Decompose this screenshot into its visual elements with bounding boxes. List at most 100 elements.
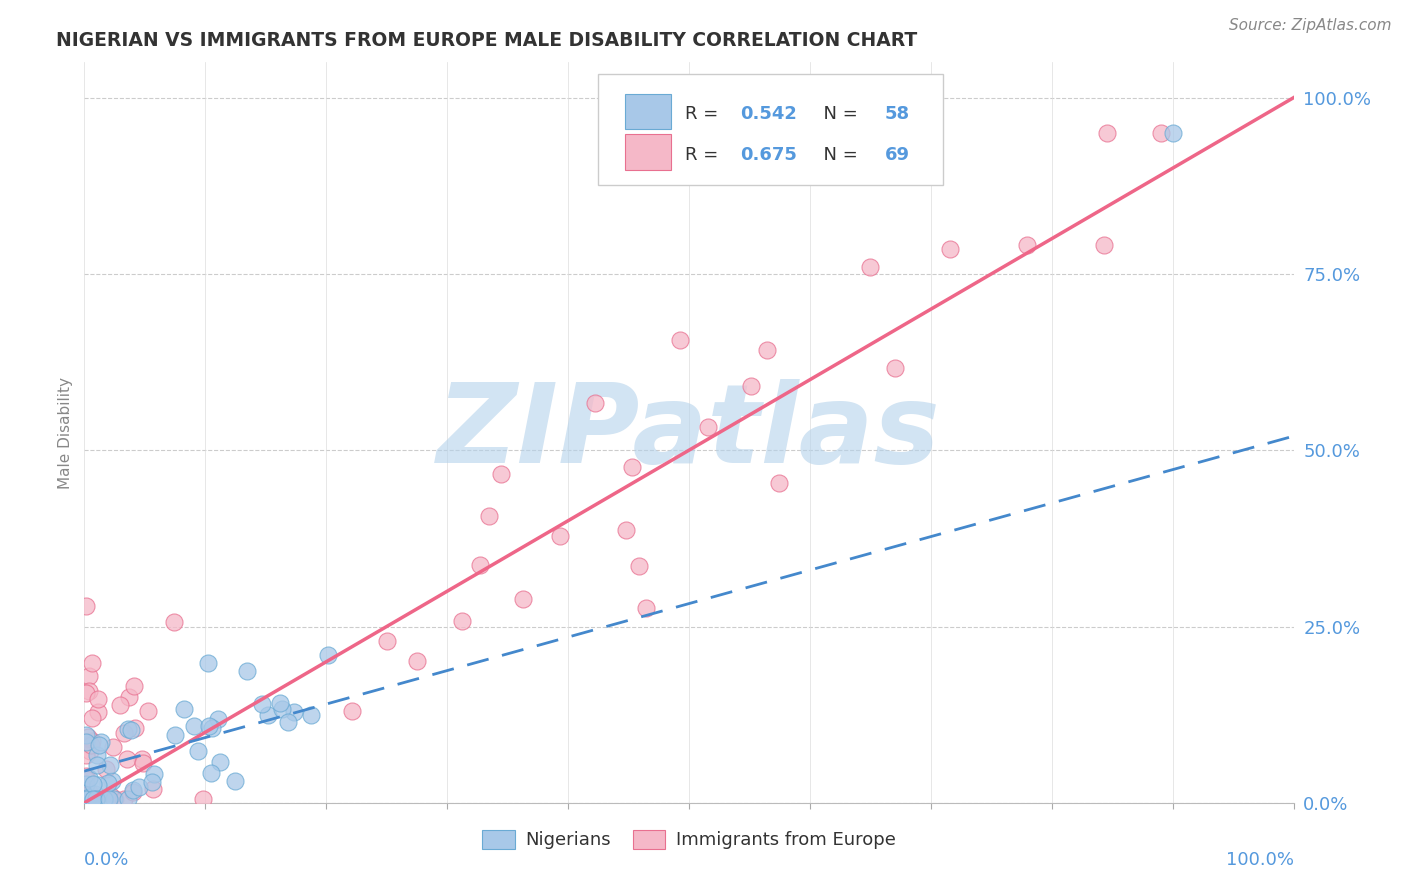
- Point: [201, 722, 224, 736]
- Point: [316, 648, 339, 662]
- Point: [884, 361, 907, 376]
- Point: [614, 523, 637, 537]
- Point: [84, 792, 107, 806]
- Point: [79, 744, 101, 758]
- Point: [87, 692, 110, 706]
- Point: [131, 752, 153, 766]
- Point: [75, 686, 97, 700]
- Point: [183, 719, 205, 733]
- Text: N =: N =: [813, 104, 863, 122]
- Point: [75, 792, 97, 806]
- Point: [122, 784, 145, 798]
- Point: [75, 735, 97, 749]
- Point: [489, 467, 512, 482]
- Point: [79, 792, 101, 806]
- Point: [94, 762, 117, 776]
- Point: [86, 747, 108, 762]
- Point: [120, 723, 142, 738]
- Point: [84, 792, 107, 806]
- Point: [269, 696, 291, 710]
- Point: [75, 728, 97, 742]
- Point: [80, 738, 103, 752]
- Point: [136, 704, 159, 718]
- Point: [93, 792, 115, 806]
- Point: [112, 726, 135, 740]
- Point: [75, 769, 97, 783]
- Point: [77, 771, 100, 785]
- Point: [75, 748, 97, 763]
- Text: 0.0%: 0.0%: [84, 851, 129, 869]
- Text: 0.542: 0.542: [740, 104, 797, 122]
- Point: [198, 719, 221, 733]
- Point: [450, 614, 472, 628]
- Text: NIGERIAN VS IMMIGRANTS FROM EUROPE MALE DISABILITY CORRELATION CHART: NIGERIAN VS IMMIGRANTS FROM EUROPE MALE …: [56, 31, 918, 50]
- FancyBboxPatch shape: [624, 94, 671, 129]
- Point: [128, 780, 150, 794]
- Point: [142, 781, 165, 796]
- Point: [83, 792, 105, 806]
- Legend: Nigerians, Immigrants from Europe: Nigerians, Immigrants from Europe: [475, 823, 903, 856]
- Point: [697, 420, 720, 434]
- Point: [132, 756, 155, 771]
- Point: [283, 706, 305, 720]
- Point: [97, 775, 120, 789]
- Point: [118, 690, 141, 705]
- Point: [84, 792, 107, 806]
- Y-axis label: Male Disability: Male Disability: [58, 376, 73, 489]
- Point: [375, 634, 398, 648]
- Point: [191, 792, 214, 806]
- Text: N =: N =: [813, 146, 863, 164]
- Point: [669, 333, 692, 347]
- Point: [1017, 238, 1039, 252]
- Point: [76, 792, 98, 806]
- Point: [197, 657, 219, 671]
- Point: [108, 698, 131, 712]
- Point: [142, 767, 165, 781]
- Point: [207, 712, 229, 726]
- Point: [86, 758, 108, 772]
- Point: [756, 343, 779, 357]
- Point: [104, 792, 127, 806]
- Point: [84, 792, 107, 806]
- Point: [768, 476, 790, 491]
- Point: [93, 792, 115, 806]
- Point: [620, 460, 643, 475]
- Point: [117, 722, 139, 736]
- Point: [250, 697, 273, 711]
- Point: [77, 684, 100, 698]
- Text: 69: 69: [884, 146, 910, 164]
- Point: [89, 792, 111, 806]
- Point: [87, 705, 110, 719]
- Point: [117, 752, 139, 766]
- Point: [87, 778, 110, 792]
- Point: [82, 734, 104, 748]
- Point: [82, 792, 104, 806]
- Point: [340, 704, 363, 718]
- FancyBboxPatch shape: [624, 135, 671, 169]
- Point: [740, 379, 762, 393]
- Point: [405, 654, 427, 668]
- Point: [277, 714, 299, 729]
- Point: [103, 740, 125, 755]
- Text: 58: 58: [884, 104, 910, 122]
- Point: [1149, 126, 1171, 140]
- Point: [94, 792, 117, 806]
- Point: [583, 395, 606, 409]
- Point: [163, 615, 186, 630]
- Point: [77, 669, 100, 683]
- Point: [82, 792, 104, 806]
- Point: [117, 792, 139, 806]
- Point: [79, 792, 101, 806]
- Point: [1092, 238, 1115, 252]
- Point: [939, 242, 962, 256]
- Point: [299, 707, 322, 722]
- Text: R =: R =: [685, 146, 724, 164]
- Point: [77, 792, 100, 806]
- Text: Source: ZipAtlas.com: Source: ZipAtlas.com: [1229, 18, 1392, 33]
- Point: [75, 792, 97, 806]
- Point: [1161, 126, 1184, 140]
- Point: [77, 785, 100, 799]
- Point: [75, 599, 97, 614]
- Point: [96, 792, 118, 806]
- Point: [200, 765, 222, 780]
